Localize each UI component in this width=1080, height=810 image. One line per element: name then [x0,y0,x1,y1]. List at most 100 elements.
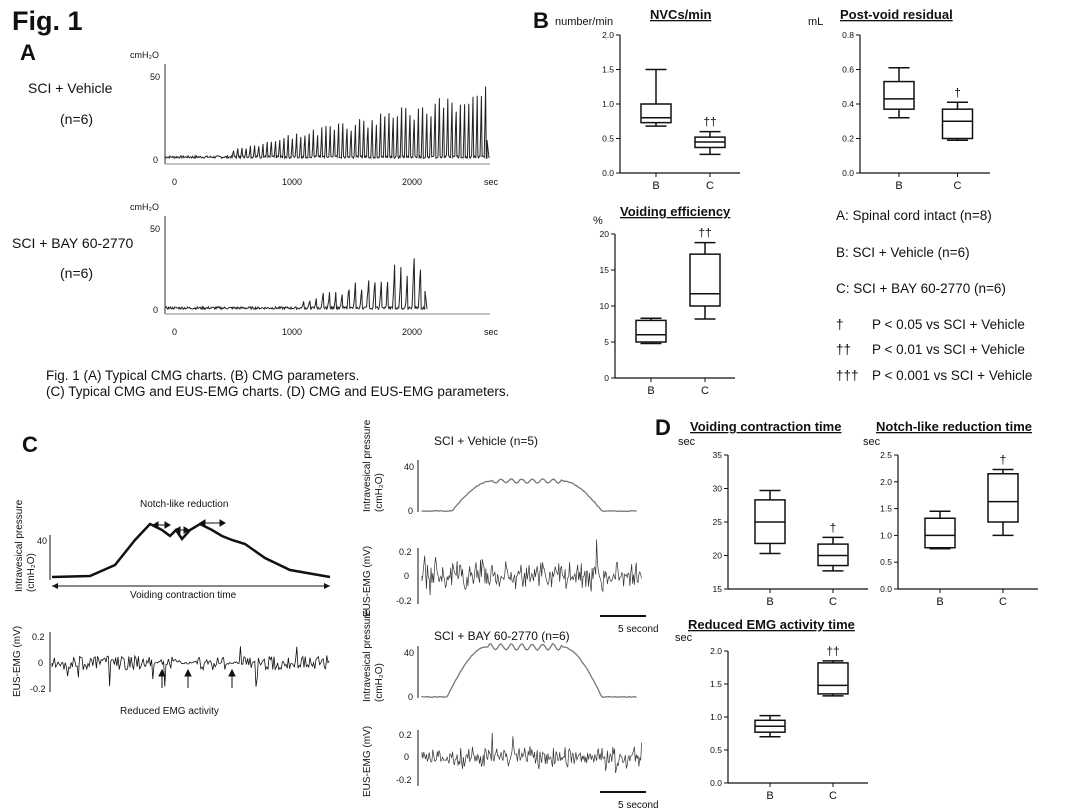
pvr-xtick-label: B [895,180,902,192]
sig2-symbol: †† [836,342,852,357]
figure-title: Fig. 1 [12,6,83,36]
nvcs-xtick-label: C [706,180,714,192]
ve-ylabel: % [593,215,603,227]
ve-ytick-label: 15 [600,265,610,275]
nvcs-title: NVCs/min [650,7,711,22]
c-emg-tick-02: 0.2 [32,632,45,642]
voiding-contraction-time-boxplot: Voiding contraction time sec 15 20 25 30 35 B C † [678,419,868,608]
c-bay-emg-02: 0.2 [399,730,412,740]
legend-c: C: SCI + BAY 60-2770 (n=6) [836,281,1006,296]
pvr-ytick-label: 0.0 [842,168,854,178]
vct-xtick-label: B [766,596,773,608]
a2-xtick-1000: 1000 [282,327,302,337]
ve-box [689,253,721,307]
nrt-box [924,517,956,549]
panel-b-letter: B [533,8,549,33]
c-ivp-tick-40: 40 [37,536,47,546]
legend-b: B: SCI + Vehicle (n=6) [836,245,970,260]
ve-ytick-label: 10 [600,301,610,311]
panel-c-example-traces: SCI + Vehicle (n=5) Intravesical pressur… [362,419,659,810]
sig2-text: P < 0.01 vs SCI + Vehicle [872,342,1025,357]
c-emg-tick-0: 0 [38,658,43,668]
vct-ytick-label: 35 [713,450,723,460]
nvcs-xtick-label: B [652,180,659,192]
pvr-xtick-label: C [954,180,962,192]
legend-sig-2: †† P < 0.01 vs SCI + Vehicle [836,342,1025,357]
sig3-symbol: ††† [836,368,859,383]
nrt-ytick-label: 1.5 [880,504,892,514]
c-ivp-label: Intravesical pressure [14,499,25,592]
caption-line-2: (C) Typical CMG and EUS-EMG charts. (D) … [46,384,510,399]
c-bay-pressure-trace [421,642,637,699]
ve-ytick-label: 0 [604,373,609,383]
c-schematic-emg-trace [51,646,330,687]
c-bay-ivp-label: Intravesical pressure [362,609,373,702]
panel-a-group2-n: (n=6) [60,265,94,281]
a2-xtick-sec: sec [484,327,499,337]
nrt-title: Notch-like reduction time [876,419,1032,434]
nvcs-ytick-label: 1.5 [602,65,614,75]
pvr-significance: † [954,85,961,99]
remg-ytick-label: 2.0 [710,646,722,656]
nrt-xtick-label: C [999,596,1007,608]
nrt-ylabel: sec [863,436,881,448]
remg-ytick-label: 1.0 [710,712,722,722]
nvcs-ytick-label: 1.0 [602,99,614,109]
remg-significance: †† [826,644,839,658]
pvr-ytick-label: 0.8 [842,30,854,40]
c-bay-emg-0: 0 [404,752,409,762]
remg-title: Reduced EMG activity time [688,617,855,632]
c-veh-emg-m02: -0.2 [396,596,412,606]
nvcs-boxplot: NVCs/min number/min 0.0 0.5 1.0 1.5 2.0 B C †† [555,7,740,192]
nrt-ytick-label: 1.0 [880,530,892,540]
sig1-text: P < 0.05 vs SCI + Vehicle [872,317,1025,332]
post-void-residual-boxplot: Post-void residual mL 0.0 0.2 0.4 0.6 0.8 B C † [808,7,990,192]
reduced-activity-arrows [158,668,236,688]
pvr-ylabel: mL [808,16,823,28]
c-veh-ivp-40: 40 [404,462,414,472]
c-bay-emg-trace [421,732,642,773]
a2-ytick-50: 50 [150,224,160,234]
a1-unit: cmH₂O [130,50,159,60]
legend-sig-1: † P < 0.05 vs SCI + Vehicle [836,317,1025,332]
a1-ytick-0: 0 [153,155,158,165]
sig1-symbol: † [836,317,844,332]
remg-box [817,662,849,695]
vct-significance: † [830,520,837,534]
nrt-xtick-label: B [936,596,943,608]
c-schematic-pressure-curve [51,522,331,579]
panel-d-letter: D [655,415,671,440]
ve-xtick-label: B [647,385,654,397]
nrt-ytick-label: 2.0 [880,477,892,487]
c-vehicle-title: SCI + Vehicle (n=5) [434,434,538,448]
c-ivp-unit: (cmH₂O) [26,553,37,592]
pvr-ytick-label: 0.2 [842,134,854,144]
ve-xtick-label: C [701,385,709,397]
panel-a-cmg-charts: cmH₂O 50 0 0 1000 2000 sec cmH₂O 50 0 0 … [130,50,499,337]
pvr-ytick-label: 0.4 [842,99,854,109]
c-vehicle-scale-label: 5 second [618,624,659,635]
vct-ytick-label: 25 [713,517,723,527]
nrt-box [987,473,1019,523]
c-bay-scale-label: 5 second [618,800,659,810]
ve-ytick-label: 5 [604,337,609,347]
remg-xtick-label: C [829,790,837,802]
pvr-box [883,80,915,110]
c-bay-ivp-40: 40 [404,648,414,658]
nvcs-ylabel: number/min [555,16,613,28]
c-emg-tick-m02: -0.2 [30,684,46,694]
panel-c-letter: C [22,432,38,457]
reduced-label: Reduced EMG activity [120,706,219,717]
legend-sig-3: ††† P < 0.001 vs SCI + Vehicle [836,368,1032,383]
notch-label: Notch-like reduction [140,499,228,510]
c-vehicle-ivp-unit: (cmH₂O) [374,473,385,512]
vct-ylabel: sec [678,436,696,448]
remg-ytick-label: 0.0 [710,778,722,788]
c-bay-emg-label: EUS-EMG (mV) [362,726,373,797]
c-vehicle-emg-trace [421,539,642,596]
a2-cmg-trace [164,258,428,311]
c-veh-emg-02: 0.2 [399,547,412,557]
nvcs-box [640,103,672,124]
a1-cmg-trace [164,86,490,160]
c-bay-emg-m02: -0.2 [396,775,412,785]
